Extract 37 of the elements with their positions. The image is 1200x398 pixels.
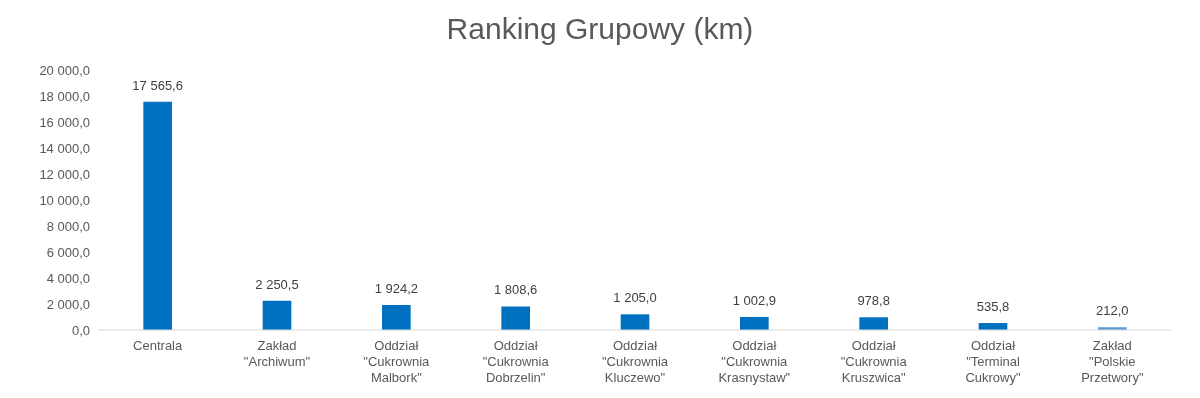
y-tick-label: 14 000,0 — [39, 140, 90, 156]
bar — [501, 306, 530, 330]
bar — [740, 316, 769, 330]
y-tick-label: 16 000,0 — [39, 114, 90, 130]
bar — [143, 101, 172, 330]
x-tick-label: Zakład "Polskie Przetwory" — [1081, 338, 1144, 385]
x-tick-label: Oddział "Cukrownia Kruszwica" — [840, 338, 908, 385]
y-tick-label: 6 000,0 — [46, 244, 90, 260]
chart-title: Ranking Grupowy (km) — [445, 11, 755, 47]
data-label: 1 002,9 — [732, 292, 777, 308]
bar — [620, 314, 650, 330]
x-tick-label: Centrala — [133, 338, 183, 353]
bar — [262, 300, 292, 330]
x-tick-label: Oddział "Cukrownia Malbork" — [363, 338, 431, 385]
bar — [859, 317, 888, 330]
data-label: 978,8 — [857, 293, 890, 309]
x-tick-label: Zakład "Archiwum" — [243, 338, 311, 369]
y-tick-label: 8 000,0 — [46, 218, 90, 234]
data-label: 535,8 — [976, 299, 1010, 315]
bar — [382, 304, 411, 330]
data-label: 212,0 — [1096, 303, 1129, 319]
y-tick-label: 0,0 — [71, 322, 90, 338]
x-tick-label: Oddział "Cukrownia Kluczewo" — [601, 338, 669, 385]
y-tick-label: 2 000,0 — [46, 296, 90, 312]
y-tick-label: 10 000,0 — [39, 192, 90, 208]
y-tick-label: 18 000,0 — [39, 88, 90, 104]
x-tick-label: Oddział "Cukrownia Krasnystaw" — [718, 338, 791, 385]
data-label: 1 924,2 — [374, 280, 419, 296]
x-tick-label: Oddział "Terminal Cukrowy" — [965, 338, 1021, 385]
y-tick-label: 12 000,0 — [39, 166, 90, 182]
x-tick-label: Oddział "Cukrownia Dobrzelin" — [482, 338, 550, 385]
data-label: 1 205,0 — [613, 290, 657, 306]
data-label: 2 250,5 — [255, 276, 299, 292]
y-tick-label: 20 000,0 — [39, 62, 90, 78]
data-label: 17 565,6 — [132, 77, 183, 93]
y-tick-label: 4 000,0 — [46, 270, 90, 286]
data-label: 1 808,6 — [493, 282, 538, 298]
